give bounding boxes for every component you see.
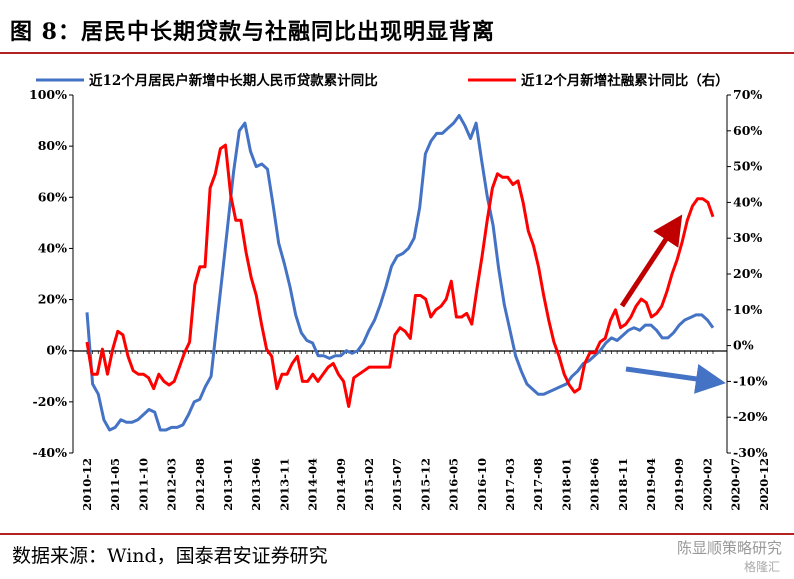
source-note: 数据来源：Wind，国泰君安证券研究 [12,545,328,567]
x-tick-label: 2011-05 [108,458,122,511]
left-tick-label: 0% [46,343,67,358]
left-tick-label: 20% [38,292,67,307]
left-tick-label: -40% [33,445,68,460]
x-tick-label: 2019-04 [644,458,658,511]
blue-trend-arrow [625,364,726,394]
figure-title: 图 8：居民中长期贷款与社融同比出现明显背离 [10,19,495,45]
x-tick-label: 2012-03 [165,458,179,511]
legend-label: 近12个月新增社融累计同比（右） [521,72,729,89]
right-tick-label: 0% [733,338,754,353]
x-tick-label: 2012-08 [193,458,207,511]
x-tick-label: 2020-07 [729,458,743,511]
x-tick-label: 2019-09 [672,458,686,511]
x-tick-label: 2011-10 [136,458,150,511]
right-tick-label: -30% [733,445,768,460]
right-tick-label: -20% [733,409,768,424]
series-line-household-loans [85,114,715,432]
right-tick-label: 50% [733,159,762,174]
x-tick-label: 2010-12 [80,458,94,511]
x-tick-label: 2020-12 [757,458,771,511]
right-tick-label: 60% [733,123,762,138]
right-tick-label: 40% [733,194,762,209]
left-tick-label: 80% [38,138,67,153]
x-tick-label: 2015-02 [362,458,376,511]
red-trend-arrow [619,214,683,308]
chart-canvas: 近12个月居民户新增中长期人民币贷款累计同比 近12个月新增社融累计同比（右） -… [29,72,771,511]
x-tick-label: 2015-07 [390,458,404,511]
series-line-social-financing [85,143,715,408]
left-tick-label: -20% [33,394,68,409]
watermark: 陈显顺策略研究 [676,539,782,557]
x-tick-label: 2013-01 [221,458,235,511]
legend: 近12个月居民户新增中长期人民币贷款累计同比 近12个月新增社融累计同比（右） [36,72,729,89]
x-tick-label: 2014-04 [306,458,320,511]
footer-divider [0,533,794,535]
x-tick-label: 2016-10 [475,458,489,511]
right-tick-label: 10% [733,302,762,317]
left-tick-label: 40% [38,240,67,255]
legend-label: 近12个月居民户新增中长期人民币贷款累计同比 [89,72,378,89]
x-tick-label: 2014-09 [334,458,348,511]
annotations [619,214,726,394]
right-tick-label: -10% [733,373,768,388]
title-divider [0,52,794,54]
x-tick-label: 2013-06 [249,458,263,511]
x-tick-label: 2018-01 [559,458,573,511]
x-tick-label: 2017-08 [531,458,545,511]
x-tick-label: 2015-12 [418,458,432,511]
right-tick-label: 70% [733,87,762,102]
x-tick-label: 2017-03 [503,458,517,511]
watermark-sub: 格隆汇 [743,560,780,574]
x-tick-label: 2018-06 [588,458,602,511]
series-layer [85,114,715,432]
left-tick-label: 100% [29,87,67,102]
right-tick-label: 30% [733,230,762,245]
x-tick-label: 2018-11 [616,458,630,511]
x-tick-label: 2020-02 [700,458,714,511]
x-tick-label: 2016-05 [447,458,461,511]
x-tick-label: 2013-11 [277,458,291,511]
right-tick-label: 20% [733,266,762,281]
left-tick-label: 60% [38,189,67,204]
axes: -40% -20% 0% 20% 40% 60% 80% 100% -30% -20% -10% 0%… [29,87,771,511]
